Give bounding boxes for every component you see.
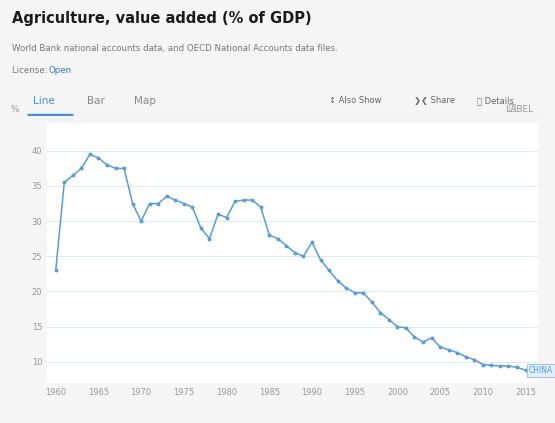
Text: Open: Open	[48, 66, 72, 74]
Text: ☐: ☐	[507, 104, 516, 113]
Text: Bar: Bar	[87, 96, 104, 106]
Text: %: %	[11, 104, 19, 113]
Text: ❯❮ Share: ❯❮ Share	[413, 96, 455, 105]
Text: Map: Map	[134, 96, 157, 106]
Text: ↕ Also Show: ↕ Also Show	[329, 96, 381, 105]
Text: CHINA: CHINA	[529, 365, 553, 375]
Text: ⓘ Details: ⓘ Details	[477, 96, 514, 105]
Text: Agriculture, value added (% of GDP): Agriculture, value added (% of GDP)	[12, 11, 312, 25]
Text: LABEL: LABEL	[505, 104, 533, 113]
Text: License:: License:	[12, 66, 51, 74]
Text: World Bank national accounts data, and OECD National Accounts data files.: World Bank national accounts data, and O…	[12, 44, 338, 53]
Text: Line: Line	[33, 96, 56, 106]
